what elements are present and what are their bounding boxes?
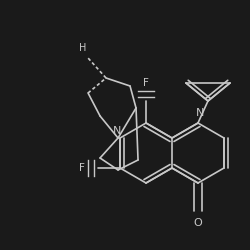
Text: F: F [143, 78, 149, 88]
Text: O: O [194, 218, 202, 228]
Text: H: H [79, 43, 87, 53]
Text: F: F [79, 163, 85, 173]
Text: N: N [196, 108, 204, 118]
Text: N: N [113, 126, 121, 136]
